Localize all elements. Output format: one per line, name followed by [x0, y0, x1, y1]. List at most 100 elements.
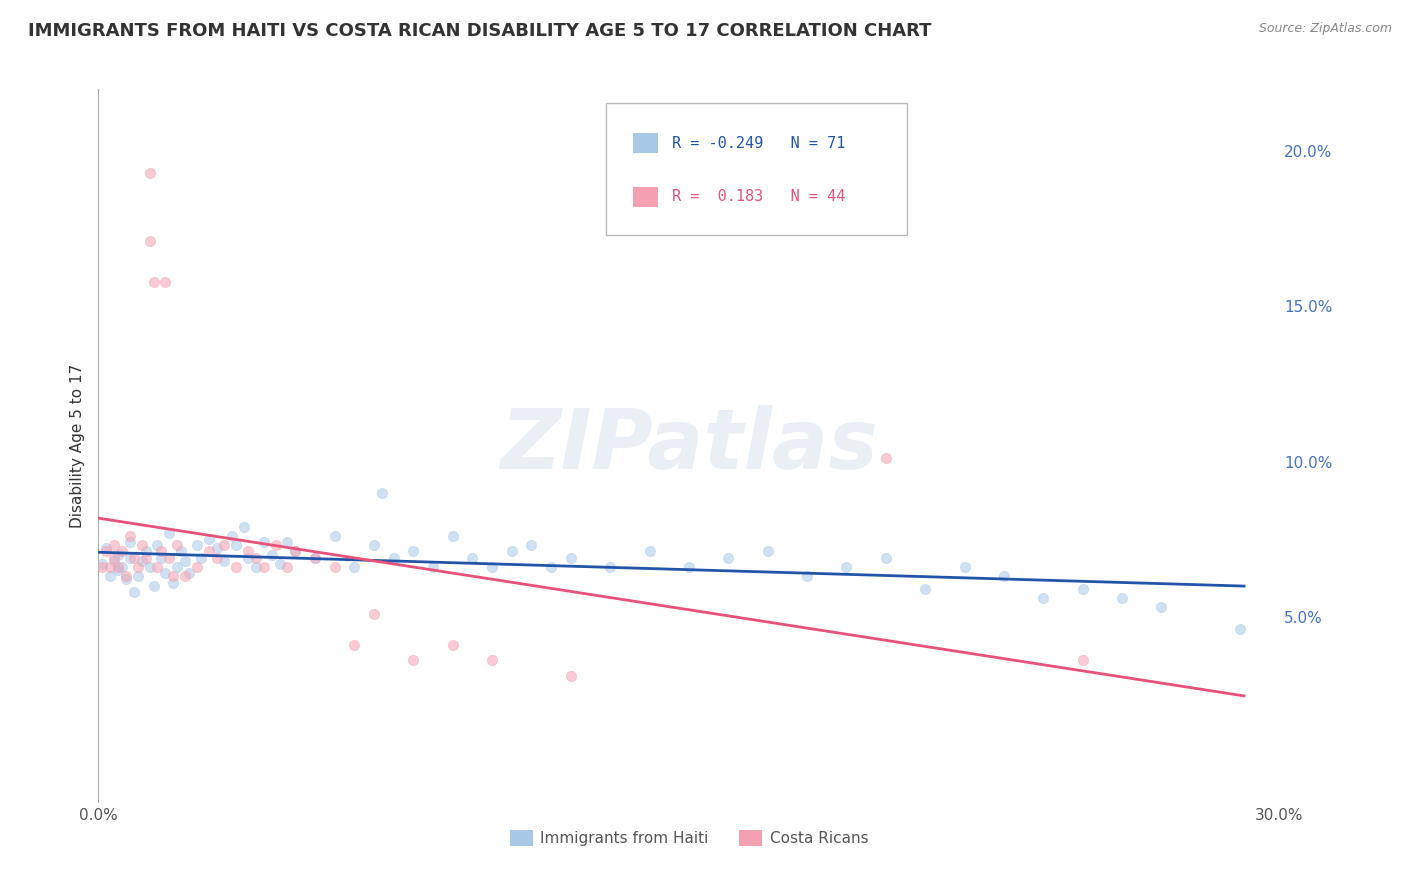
Point — [135, 544, 157, 558]
Point — [441, 529, 464, 543]
Point — [157, 550, 180, 565]
Point — [520, 538, 543, 552]
Point — [284, 544, 307, 558]
Point — [461, 550, 484, 565]
Point — [122, 550, 145, 565]
Point — [174, 569, 197, 583]
Point — [166, 560, 188, 574]
Point — [276, 535, 298, 549]
Point — [402, 544, 425, 558]
Point — [138, 560, 160, 574]
FancyBboxPatch shape — [606, 103, 907, 235]
Point — [422, 560, 444, 574]
Point — [127, 560, 149, 574]
Point — [197, 532, 219, 546]
Point — [264, 538, 287, 552]
Point — [214, 554, 236, 568]
Point — [111, 560, 134, 574]
Point — [166, 538, 188, 552]
Point — [225, 560, 247, 574]
Point — [138, 166, 160, 180]
Point — [162, 569, 184, 583]
Point — [1229, 622, 1251, 636]
Point — [236, 550, 259, 565]
Point — [103, 538, 125, 552]
Point — [107, 563, 129, 577]
Point — [323, 529, 346, 543]
Point — [835, 560, 858, 574]
Point — [135, 550, 157, 565]
Point — [245, 550, 267, 565]
Point — [98, 569, 121, 583]
Point — [914, 582, 936, 596]
Point — [91, 560, 114, 574]
Point — [127, 569, 149, 583]
Point — [638, 544, 661, 558]
Point — [96, 541, 118, 556]
Point — [276, 560, 298, 574]
Point — [1071, 582, 1094, 596]
Point — [875, 550, 897, 565]
Point — [481, 653, 503, 667]
Point — [107, 548, 129, 562]
Point — [343, 560, 366, 574]
Point — [118, 529, 141, 543]
Point — [363, 607, 385, 621]
Point — [1111, 591, 1133, 605]
Point — [1032, 591, 1054, 605]
Point — [118, 550, 141, 565]
Point — [1071, 653, 1094, 667]
Point — [214, 538, 236, 552]
Point — [304, 550, 326, 565]
Legend: Immigrants from Haiti, Costa Ricans: Immigrants from Haiti, Costa Ricans — [503, 824, 875, 852]
Point — [756, 544, 779, 558]
Text: R = -0.249   N = 71: R = -0.249 N = 71 — [672, 136, 846, 151]
Point — [1150, 600, 1173, 615]
Point — [174, 554, 197, 568]
Point — [98, 560, 121, 574]
Point — [363, 538, 385, 552]
Point — [875, 451, 897, 466]
Point — [103, 550, 125, 565]
Point — [284, 544, 307, 558]
Point — [96, 544, 118, 558]
Point — [260, 548, 283, 562]
Point — [717, 550, 740, 565]
Point — [150, 550, 173, 565]
Point — [269, 557, 291, 571]
Point — [155, 275, 177, 289]
Point — [236, 544, 259, 558]
Point — [560, 550, 582, 565]
FancyBboxPatch shape — [634, 187, 658, 207]
Point — [122, 584, 145, 599]
Point — [131, 554, 153, 568]
Point — [138, 234, 160, 248]
Text: R =  0.183   N = 44: R = 0.183 N = 44 — [672, 189, 846, 204]
Point — [343, 638, 366, 652]
Point — [91, 557, 114, 571]
Point — [402, 653, 425, 667]
Point — [953, 560, 976, 574]
Point — [103, 554, 125, 568]
Text: IMMIGRANTS FROM HAITI VS COSTA RICAN DISABILITY AGE 5 TO 17 CORRELATION CHART: IMMIGRANTS FROM HAITI VS COSTA RICAN DIS… — [28, 22, 932, 40]
Point — [131, 538, 153, 552]
Point — [382, 550, 405, 565]
Point — [205, 541, 228, 556]
Point — [233, 519, 256, 533]
Y-axis label: Disability Age 5 to 17: Disability Age 5 to 17 — [69, 364, 84, 528]
Point — [993, 569, 1015, 583]
Point — [205, 550, 228, 565]
Point — [599, 560, 621, 574]
Point — [157, 525, 180, 540]
Point — [162, 575, 184, 590]
Point — [481, 560, 503, 574]
Point — [796, 569, 818, 583]
Point — [225, 538, 247, 552]
Point — [146, 560, 169, 574]
Point — [304, 550, 326, 565]
Point — [197, 544, 219, 558]
Point — [170, 544, 193, 558]
Point — [441, 638, 464, 652]
Point — [111, 544, 134, 558]
Point — [142, 579, 165, 593]
